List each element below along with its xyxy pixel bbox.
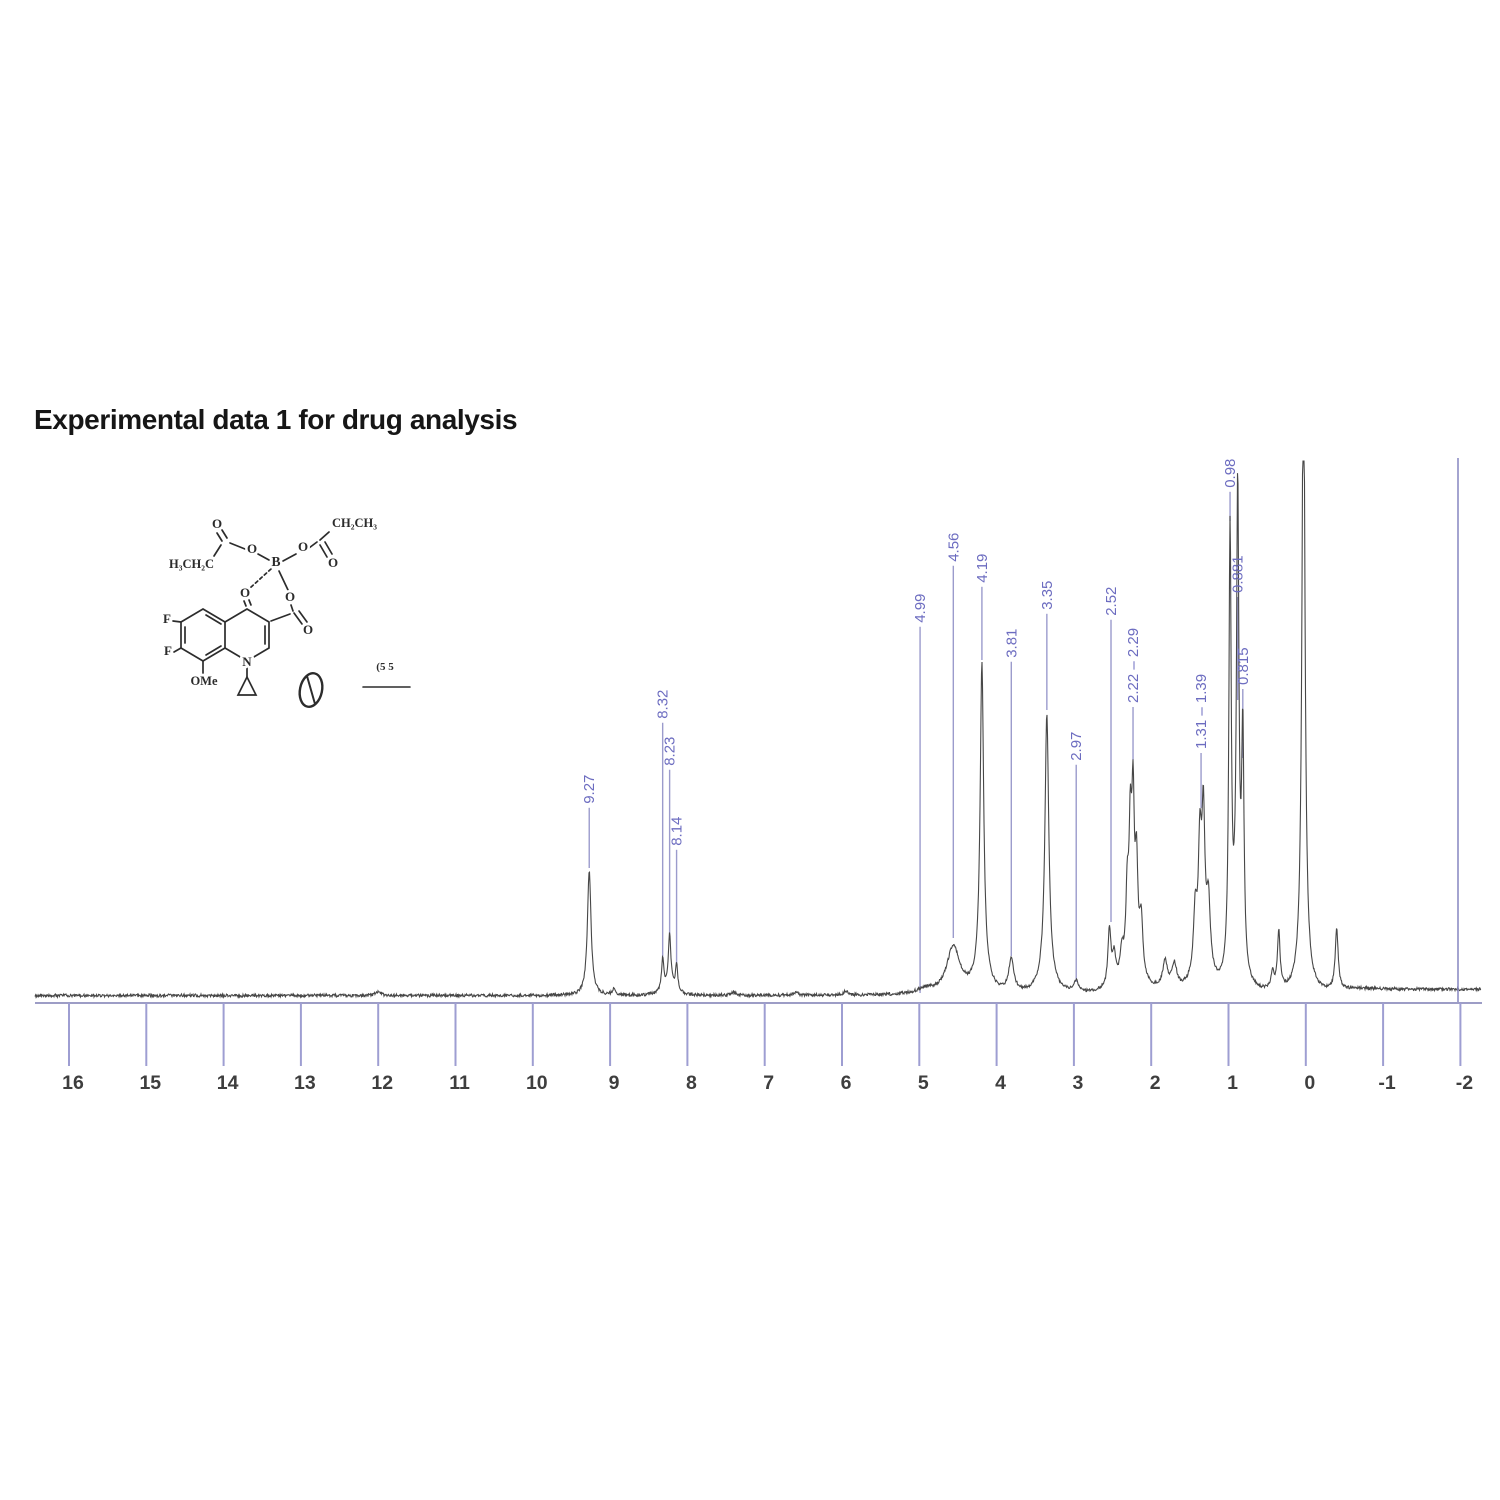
x-tick-label: 1 <box>1227 1072 1238 1094</box>
bond <box>278 570 289 591</box>
peak-label: 8.32 <box>655 690 672 719</box>
atom-label: O <box>247 541 257 556</box>
bond-dashed <box>249 568 272 589</box>
atom-label: O <box>212 516 222 531</box>
bond <box>216 532 223 542</box>
peak-leader-lines <box>588 491 1244 993</box>
bond <box>290 604 294 612</box>
x-tick-label: 4 <box>995 1072 1006 1094</box>
atom-label: H₃CH₂C <box>169 557 214 571</box>
oval-mark <box>298 672 324 708</box>
bond <box>172 620 182 623</box>
x-tick-label: 9 <box>609 1072 620 1094</box>
peak-label: 2.97 <box>1068 732 1085 761</box>
atom-label: B <box>271 554 280 569</box>
atom-label: O <box>298 539 308 554</box>
x-tick-label: 3 <box>1072 1072 1083 1094</box>
x-axis: 16 15 14 13 12 11 10 9 8 7 6 5 4 3 2 1 0 -1 -2 <box>35 1002 1482 1094</box>
atom-label: CH₂CH₃ <box>332 516 377 530</box>
x-tick-label: 6 <box>841 1072 852 1094</box>
atom-label: F <box>163 611 171 626</box>
x-tick-label: 12 <box>371 1072 393 1094</box>
bond <box>229 542 246 550</box>
x-tick-label: 0 <box>1304 1072 1315 1094</box>
peak-label: 0.881 <box>1230 555 1247 593</box>
spectrum-trace <box>34 460 1482 1000</box>
bond <box>298 610 308 623</box>
x-tick-label: -1 <box>1378 1072 1395 1094</box>
x-tick-label: 15 <box>139 1072 161 1094</box>
molecular-structure <box>172 529 411 708</box>
peak-label: 2.52 <box>1103 587 1120 616</box>
bond <box>308 541 318 549</box>
bond <box>221 529 228 539</box>
bond <box>213 544 222 557</box>
atom-label: OMe <box>190 674 218 688</box>
atom-label: O <box>285 589 295 604</box>
x-tick-label: 8 <box>686 1072 697 1094</box>
x-tick-label: 13 <box>294 1072 316 1094</box>
atom-label: O <box>240 585 250 600</box>
bond <box>173 647 182 653</box>
peak-label: 0.98 <box>1222 459 1239 488</box>
atom-label: O <box>328 555 338 570</box>
peak-label: 4.99 <box>912 594 929 623</box>
atom-label: O <box>303 622 313 637</box>
bond <box>319 531 330 541</box>
bond <box>319 544 328 558</box>
x-tick-label: 5 <box>918 1072 929 1094</box>
atom-label: N <box>242 654 252 669</box>
x-tick-label: 10 <box>526 1072 548 1094</box>
peak-label: 3.35 <box>1039 581 1056 610</box>
atom-label: F <box>164 643 172 658</box>
x-tick-label: 2 <box>1150 1072 1161 1094</box>
peak-label: 8.23 <box>662 737 679 766</box>
peak-label: 0.815 <box>1235 647 1252 685</box>
bond <box>270 613 291 622</box>
x-tick-label: 11 <box>449 1072 470 1094</box>
bond <box>248 599 252 606</box>
x-tick-label: 16 <box>62 1072 84 1094</box>
oval-mark-slash <box>306 675 316 705</box>
bond <box>324 541 333 555</box>
x-tick-label: 7 <box>763 1072 774 1094</box>
bond <box>293 612 303 625</box>
pyridone-ring <box>224 608 270 662</box>
peak-labels: 9.27 8.32 8.23 8.14 4.99 4.56 4.19 3.81 3.35 2.97… <box>581 459 1252 846</box>
x-tick-label: 14 <box>217 1072 239 1094</box>
bond <box>243 600 247 607</box>
peak-label: 3.81 <box>1003 629 1020 658</box>
peak-label: 1.31 – 1.39 <box>1193 674 1210 749</box>
peak-label: 8.14 <box>669 817 686 846</box>
x-tick-label: -2 <box>1456 1072 1473 1094</box>
peak-label: 2.22 – 2.29 <box>1125 628 1142 703</box>
cyclopropyl-ring <box>236 675 258 696</box>
page-title: Experimental data 1 for drug analysis <box>34 404 518 435</box>
double-bond-inner <box>205 645 222 656</box>
benzene-ring <box>180 608 226 662</box>
nmr-trace-path <box>34 460 1482 1000</box>
atom-label: (5 5 <box>376 661 394 673</box>
peak-label: 9.27 <box>581 775 598 804</box>
double-bond-inner <box>205 614 222 625</box>
bond <box>257 553 270 561</box>
peak-label: 4.19 <box>974 554 991 583</box>
peak-label: 4.56 <box>945 533 962 562</box>
bond <box>282 553 297 562</box>
